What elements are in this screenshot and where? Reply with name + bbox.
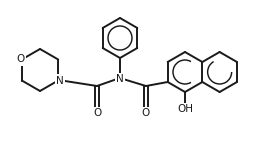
Text: O: O	[93, 108, 101, 118]
Text: OH: OH	[177, 104, 193, 114]
Text: N: N	[116, 74, 124, 84]
Text: O: O	[16, 54, 25, 65]
Text: O: O	[142, 108, 150, 118]
Text: N: N	[56, 75, 64, 86]
